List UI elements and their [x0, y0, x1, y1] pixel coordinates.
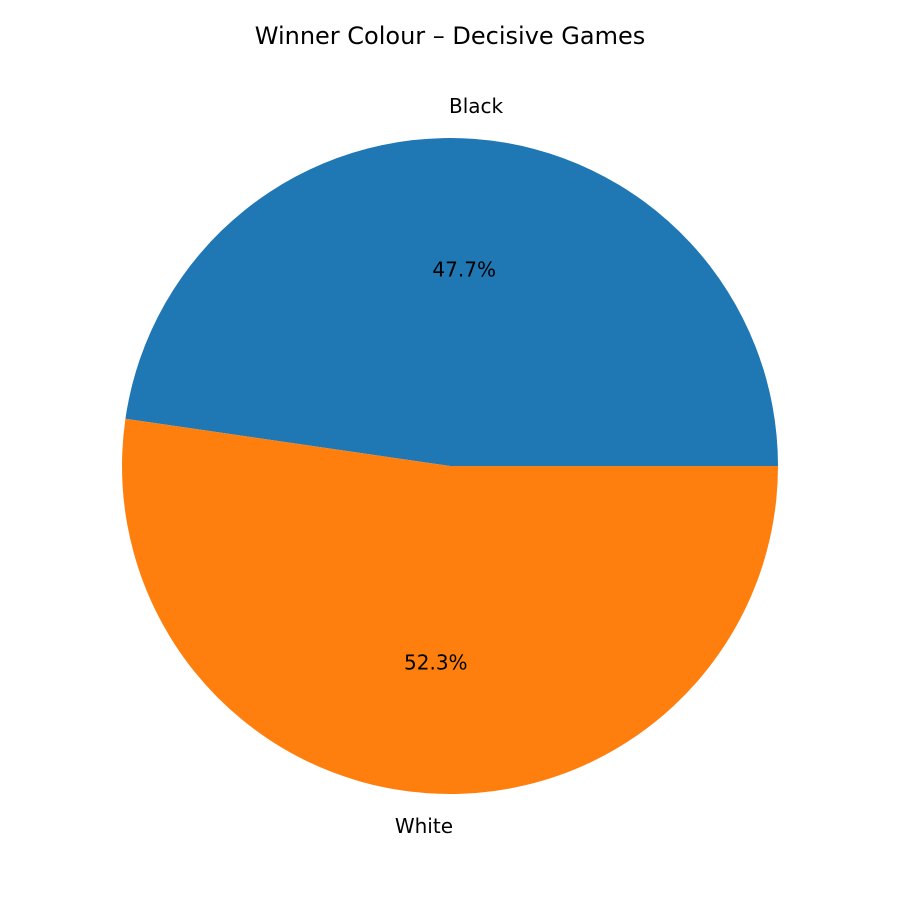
slices-layer [121, 138, 779, 795]
pie-slice-black [125, 138, 778, 467]
slice-label-black: Black [449, 94, 504, 118]
chart-title: Winner Colour – Decisive Games [255, 22, 646, 50]
slice-label-white: White [395, 814, 453, 838]
slice-pct-label-black: 47.7% [432, 258, 496, 282]
slice-pct-label-white: 52.3% [404, 650, 468, 674]
pie-slice-white [121, 418, 779, 795]
labels-layer: Black 47.7% White 52.3% [395, 94, 504, 838]
